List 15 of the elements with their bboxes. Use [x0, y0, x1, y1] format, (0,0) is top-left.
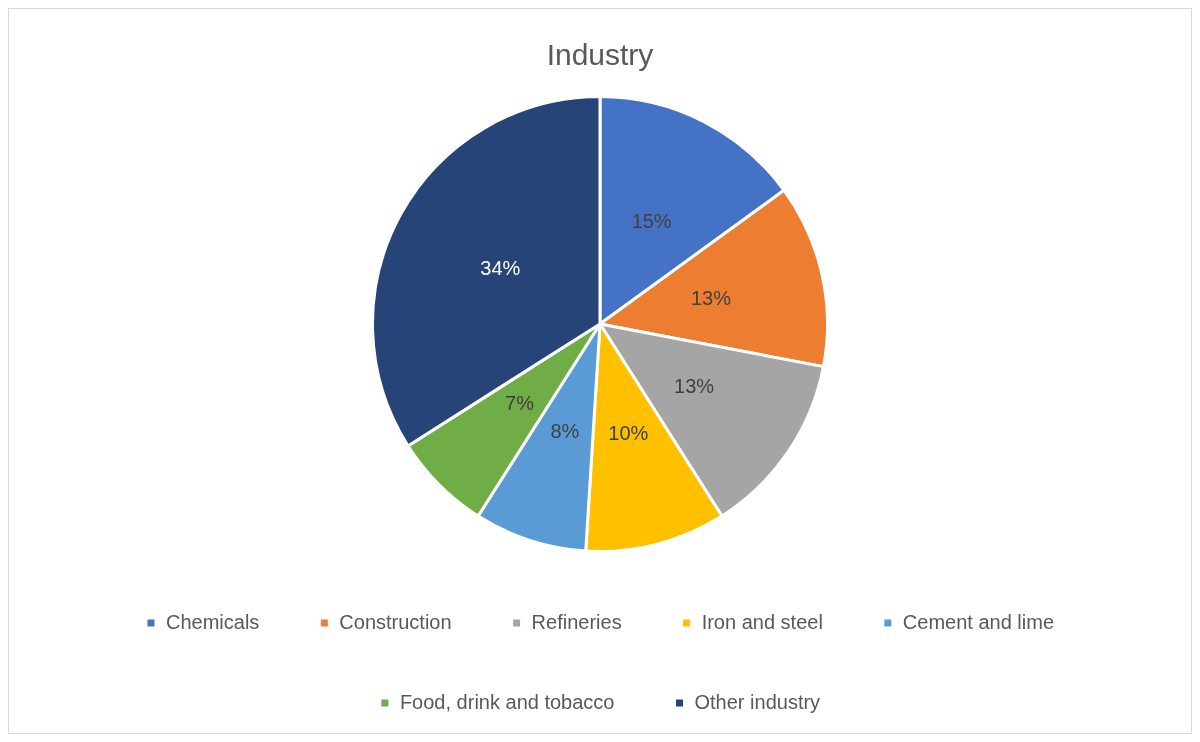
chart-title: Industry — [546, 38, 654, 72]
legend-label: Cement and lime — [902, 610, 1055, 633]
data-label: 34% — [480, 256, 521, 279]
legend-label: Refineries — [531, 610, 622, 633]
legend-label: Iron and steel — [701, 610, 823, 633]
data-label: 15% — [631, 210, 672, 233]
legend-label: Construction — [339, 610, 452, 633]
data-label: 8% — [550, 419, 580, 442]
legend-label: Other industry — [694, 690, 821, 713]
data-label: 13% — [690, 286, 732, 309]
data-label: 10% — [608, 421, 649, 444]
legend-label: Food, drink and tobacco — [399, 690, 615, 713]
data-label: 7% — [505, 391, 535, 414]
data-label: 13% — [674, 375, 715, 398]
legend-label: Chemicals — [165, 610, 260, 633]
